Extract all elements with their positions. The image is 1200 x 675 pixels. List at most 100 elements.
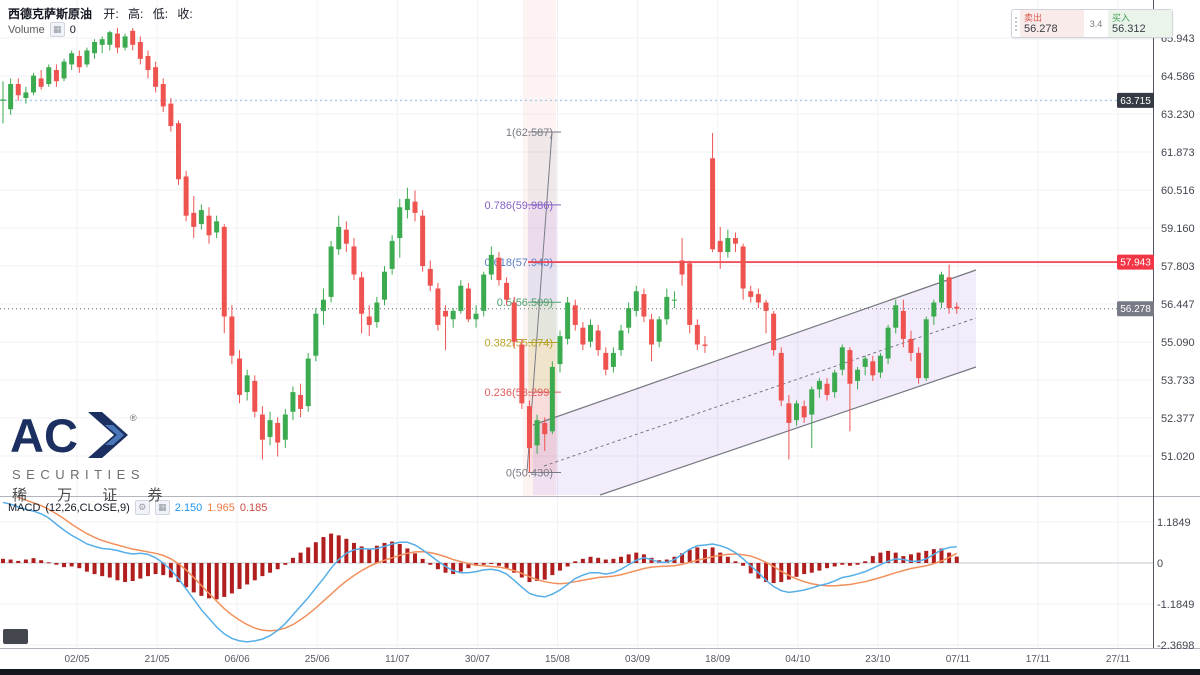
channel-upper-line[interactable] [532, 269, 977, 426]
macd-histogram-bar [886, 550, 891, 563]
candle-body [832, 372, 838, 393]
pane-control-box[interactable] [3, 629, 28, 644]
macd-histogram-bar [741, 563, 746, 566]
candle-body [664, 296, 670, 320]
acy-logo-mark: AC ® [10, 409, 137, 462]
candle-body [99, 39, 105, 45]
candle-body [717, 240, 723, 253]
candle-body [214, 221, 220, 233]
macd-legend[interactable]: MACD (12,26,CLOSE,9) ⚙ ▦ 2.150 1.965 0.1… [8, 500, 267, 515]
candle-body [397, 207, 403, 239]
macd-histogram-bar [229, 563, 234, 594]
time-axis-label: 25/06 [305, 654, 330, 665]
candle-body [946, 277, 952, 309]
macd-histogram-bar [268, 563, 273, 573]
macd-value: 2.150 [174, 501, 203, 514]
price-axis-label: 63.230 [1161, 109, 1195, 121]
price-axis-label: 52.377 [1161, 413, 1195, 425]
channel-lower-line[interactable] [599, 366, 977, 496]
macd-histogram-bar [443, 563, 448, 573]
instrument-legend[interactable]: 西德克萨斯原油 开: 高: 低: 收: [8, 5, 199, 22]
candle-body [427, 268, 433, 286]
price-badge-value: 56.278 [1120, 304, 1151, 315]
macd-histogram-bar [596, 557, 601, 563]
macd-histogram-bar [817, 563, 822, 571]
channel-mid-line [543, 317, 977, 467]
candle-body [885, 327, 891, 359]
candle-body [565, 302, 571, 339]
trash-icon[interactable]: ▦ [49, 22, 65, 37]
candle-body [603, 352, 609, 370]
macd-params: (12,26,CLOSE,9) [45, 501, 130, 514]
candle-body [282, 414, 288, 440]
candle-body [313, 313, 319, 356]
macd-histogram-bar [138, 563, 143, 579]
macd-histogram-bar [794, 563, 799, 577]
buy-price: 56.312 [1112, 22, 1146, 35]
macd-histogram-bar [1, 558, 5, 563]
macd-histogram-bar [764, 563, 768, 583]
candle-body [618, 330, 624, 351]
price-badge [1117, 301, 1154, 317]
candle-body [0, 99, 6, 101]
candle-body [931, 302, 937, 317]
macd-histogram-bar [420, 558, 425, 563]
trash-icon[interactable]: ▦ [154, 500, 170, 515]
sell-price: 56.278 [1024, 22, 1058, 35]
candle-body [778, 352, 784, 401]
candle-body [412, 201, 418, 213]
price-axis-label: 56.447 [1161, 299, 1195, 311]
macd-histogram-bar [878, 552, 883, 563]
macd-histogram-bar [260, 563, 265, 577]
candle-body [443, 310, 449, 317]
macd-histogram-bar [367, 548, 372, 563]
macd-histogram-bar [634, 552, 639, 563]
candle-body [671, 299, 677, 301]
time-axis-label: 27/11 [1106, 654, 1131, 665]
candle-body [237, 358, 243, 395]
macd-histogram-bar [542, 563, 547, 580]
candle-body [366, 316, 372, 325]
price-axis[interactable]: 65.94364.58663.23061.87360.51659.16057.8… [1117, 33, 1195, 652]
candle-body [183, 176, 189, 216]
trade-widget[interactable]: 卖出 56.278 3.4 买入 56.312 [1011, 9, 1173, 38]
candle-body [229, 316, 235, 356]
candle-body [687, 263, 693, 325]
candle-body [328, 246, 334, 297]
buy-button[interactable]: 买入 56.312 [1108, 10, 1172, 37]
candle-body [130, 30, 136, 45]
spread-value: 3.4 [1089, 18, 1103, 29]
registered-mark: ® [130, 413, 137, 423]
gear-icon[interactable]: ⚙ [134, 500, 150, 515]
candle-body [710, 158, 716, 250]
time-axis-label: 03/09 [625, 654, 650, 665]
macd-pane [0, 497, 1153, 646]
macd-histogram-bar [23, 559, 28, 563]
drag-handle-icon[interactable] [1012, 10, 1020, 37]
fib-level-label: 0.382(55.074) [485, 337, 554, 349]
macd-histogram-bar [8, 559, 13, 563]
time-axis[interactable]: 02/05 21/05 06/06 25/06 11/07 30/07 15/08 03/09… [64, 654, 1130, 665]
sell-button[interactable]: 卖出 56.278 [1020, 10, 1084, 37]
candle-body [298, 394, 304, 409]
macd-histogram-bar [825, 563, 830, 569]
macd-histogram-bar [496, 563, 501, 566]
macd-histogram-bar [77, 563, 82, 569]
candle-body [53, 70, 59, 82]
time-axis-label: 18/09 [705, 654, 730, 665]
candle-body [31, 75, 37, 93]
macd-axis-label: -2.3698 [1157, 640, 1194, 652]
macd-histogram-bar [916, 552, 921, 563]
buy-label: 买入 [1112, 12, 1131, 23]
candles [0, 28, 960, 473]
volume-legend[interactable]: Volume ▦ 0 [8, 22, 76, 37]
candle-body [809, 389, 815, 415]
candle-body [877, 355, 883, 373]
candle-body [633, 291, 639, 311]
macd-histogram-bar [687, 549, 692, 563]
price-badge [1117, 92, 1154, 108]
candle-body [816, 380, 822, 390]
macd-histogram-bar [588, 556, 593, 563]
